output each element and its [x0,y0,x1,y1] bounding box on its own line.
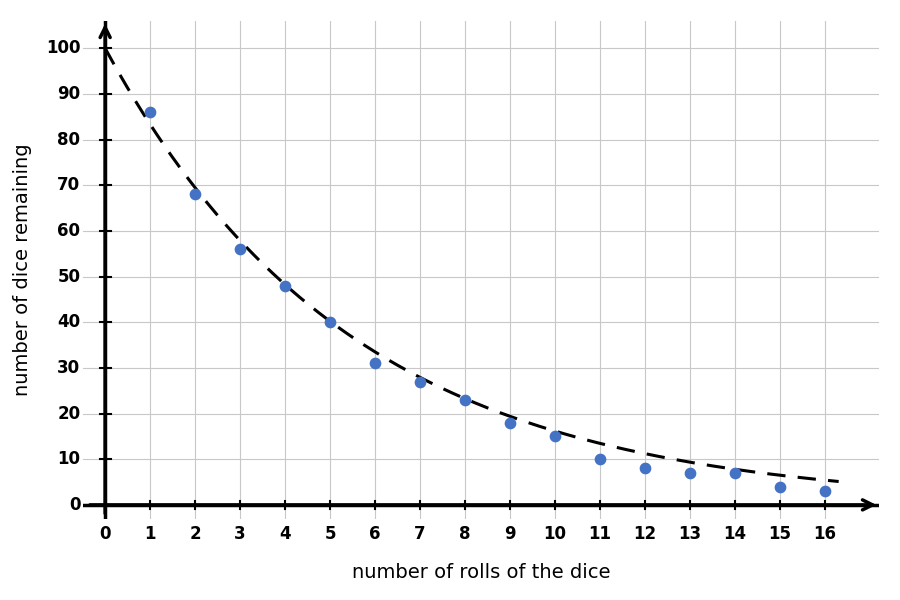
Text: number of dice remaining: number of dice remaining [14,143,32,396]
Text: 20: 20 [58,404,80,422]
Point [818,487,832,496]
Text: 30: 30 [58,359,80,377]
Point [773,482,788,491]
Text: 100: 100 [46,39,80,57]
Text: 4: 4 [279,526,291,544]
Point [188,190,202,199]
Point [593,454,608,464]
Text: 14: 14 [724,526,747,544]
Point [548,431,562,441]
Point [728,468,742,478]
Point [368,359,382,368]
Point [638,464,652,473]
Point [278,281,293,290]
Text: 70: 70 [58,176,80,194]
Text: 16: 16 [814,526,837,544]
Text: 7: 7 [414,526,426,544]
Text: 5: 5 [324,526,336,544]
Text: 9: 9 [504,526,516,544]
Point [503,418,517,427]
Text: 15: 15 [769,526,792,544]
Text: 40: 40 [58,313,80,331]
Point [683,468,698,478]
Text: 10: 10 [544,526,567,544]
Point [233,244,248,254]
Text: 13: 13 [679,526,702,544]
Text: 0: 0 [99,526,111,544]
Text: 50: 50 [58,268,80,286]
Text: 90: 90 [58,85,80,103]
Point [323,317,338,327]
Text: 2: 2 [189,526,201,544]
Text: 6: 6 [369,526,381,544]
Text: 11: 11 [589,526,612,544]
Text: 8: 8 [459,526,471,544]
Text: number of rolls of the dice: number of rolls of the dice [352,563,610,583]
Text: 80: 80 [58,131,80,149]
Text: 3: 3 [234,526,246,544]
Point [143,107,157,117]
Text: 10: 10 [58,450,80,468]
Text: 60: 60 [58,222,80,240]
Text: 1: 1 [144,526,156,544]
Text: 12: 12 [634,526,657,544]
Point [458,395,473,404]
Point [413,377,428,386]
Text: 0: 0 [69,496,80,514]
